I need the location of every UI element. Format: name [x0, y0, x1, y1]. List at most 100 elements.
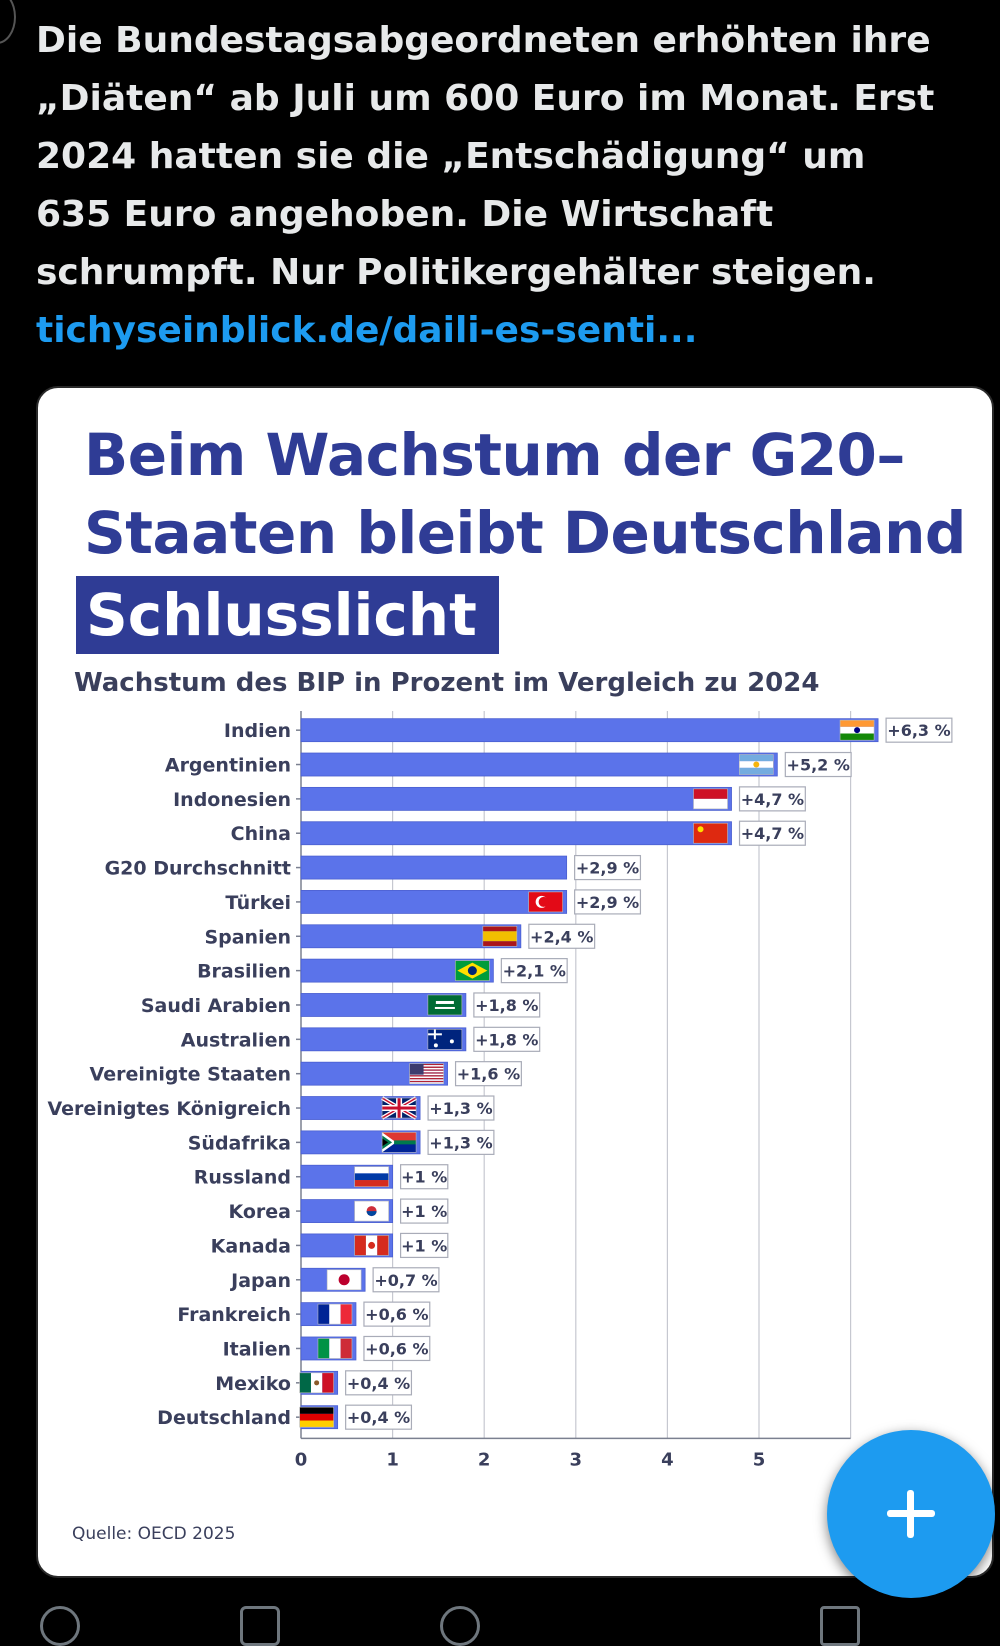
tweet-action-bar	[0, 1600, 1000, 1646]
flag-australia-icon	[427, 1029, 463, 1050]
chart-title: Beim Wachstum der G20– Staaten bleibt De…	[84, 416, 966, 572]
bar-chart: 0 1 2 3 4 5 Indien +6,3 % Argentinien +5,2 % Indon…	[48, 711, 953, 1470]
value-label: +0,4 %	[347, 1408, 410, 1427]
tweet-link[interactable]: tichyseinblick.de/daili-es-senti...	[36, 310, 698, 351]
value-label: +0,6 %	[365, 1305, 428, 1324]
category-label: Korea	[228, 1201, 291, 1223]
x-tick-label: 2	[478, 1449, 491, 1470]
value-label: +5,2 %	[787, 756, 850, 775]
value-label: +1 %	[401, 1236, 447, 1255]
chart-source: Quelle: OECD 2025	[72, 1524, 236, 1544]
bar	[300, 1027, 467, 1052]
bar	[300, 993, 467, 1017]
value-label-box	[885, 717, 953, 743]
bar	[300, 786, 732, 811]
value-label: +4,7 %	[741, 824, 804, 843]
value-label-box	[400, 1232, 449, 1259]
value-label: +6,3 %	[887, 721, 950, 740]
flag-japan-icon	[326, 1269, 362, 1291]
bookmark-icon[interactable]	[820, 1606, 860, 1646]
tweet-line: 2024 hatten sie die „Entschädigung“ um	[36, 136, 866, 177]
category-label: China	[231, 823, 291, 845]
flag-mexico-icon	[299, 1372, 334, 1394]
value-label: +1 %	[401, 1202, 447, 1221]
chart-title-line1: Beim Wachstum der G20–	[84, 421, 905, 489]
category-label: Spanien	[204, 926, 291, 948]
flag-indonesia-icon	[693, 788, 728, 810]
reply-icon[interactable]	[40, 1606, 80, 1646]
category-label: Kanada	[211, 1235, 291, 1257]
bar	[300, 924, 522, 949]
category-label: Australien	[181, 1029, 291, 1051]
value-label-box	[574, 889, 642, 915]
value-label: +1,3 %	[429, 1133, 492, 1152]
chart-subtitle: Wachstum des BIP in Prozent im Vergleich…	[74, 668, 820, 698]
category-label: Türkei	[225, 892, 291, 914]
flag-spain-icon	[482, 925, 518, 947]
retweet-icon[interactable]	[240, 1606, 280, 1646]
value-label-box	[427, 1095, 495, 1121]
flag-uk-icon	[381, 1096, 418, 1120]
category-label: Deutschland	[157, 1407, 291, 1429]
x-tick-label: 0	[295, 1449, 308, 1470]
tweet-line: „Diäten“ ab Juli um 600 Euro im Monat. E…	[36, 78, 935, 119]
avatar[interactable]	[0, 0, 16, 44]
category-label: Mexiko	[215, 1373, 291, 1395]
flag-italy-icon	[317, 1338, 353, 1359]
flag-argentina-icon	[739, 754, 774, 775]
value-label-box	[784, 751, 852, 778]
value-label: +1,6 %	[457, 1065, 520, 1084]
category-label: Vereinigtes Königreich	[48, 1098, 292, 1120]
value-label: +2,1 %	[503, 962, 566, 981]
value-label-box	[427, 1129, 495, 1155]
bar	[300, 718, 879, 743]
x-tick-label: 5	[753, 1449, 766, 1470]
category-label: Brasilien	[197, 961, 291, 983]
like-icon[interactable]	[440, 1606, 480, 1646]
bar	[300, 855, 568, 880]
flag-turkey-icon	[528, 891, 563, 913]
x-tick-label: 4	[661, 1449, 674, 1470]
value-label: +1 %	[401, 1168, 447, 1187]
value-label-box	[345, 1404, 413, 1430]
value-label-box	[372, 1267, 440, 1293]
value-label: +2,4 %	[530, 927, 593, 946]
value-label: +0,7 %	[374, 1271, 437, 1290]
value-label-box	[574, 854, 642, 881]
tweet-line: Die Bundestagsabgeordneten erhöhten ihre	[36, 20, 931, 61]
category-label: Russland	[194, 1167, 291, 1189]
value-label-box	[345, 1370, 413, 1396]
value-label-box	[454, 1061, 522, 1087]
category-label: Indonesien	[173, 789, 291, 811]
value-label-box	[738, 786, 806, 812]
flag-canada-icon	[354, 1235, 389, 1256]
value-label-box	[400, 1198, 449, 1224]
flag-southafrica-icon	[381, 1132, 417, 1153]
value-label: +1,8 %	[475, 996, 538, 1015]
value-label-box	[738, 820, 806, 846]
category-label: Saudi Arabien	[141, 995, 291, 1017]
value-label-box	[363, 1301, 431, 1327]
value-label-box	[363, 1335, 431, 1362]
flag-russia-icon	[354, 1166, 389, 1188]
flag-india-icon	[839, 719, 875, 741]
flag-usa-icon	[409, 1063, 444, 1084]
value-label-box	[473, 1026, 541, 1052]
category-label: Japan	[229, 1270, 291, 1292]
flag-china-icon	[693, 822, 728, 844]
chart-title-line2: Staaten bleibt Deutschland	[84, 499, 966, 567]
flag-germany-icon	[299, 1406, 334, 1428]
value-label: +1,8 %	[475, 1030, 538, 1049]
tweet-line: 635 Euro angehoben. Die Wirtschaft	[36, 194, 774, 235]
value-label-box	[500, 958, 568, 984]
compose-button[interactable]	[827, 1430, 995, 1598]
flag-saudi-icon	[427, 994, 463, 1016]
value-label: +0,4 %	[347, 1374, 410, 1393]
category-label: Argentinien	[165, 755, 291, 777]
tweet-line: schrumpft. Nur Politikergehälter steigen…	[36, 252, 876, 293]
media-card[interactable]: Beim Wachstum der G20– Staaten bleibt De…	[36, 386, 994, 1578]
bar	[300, 890, 568, 914]
category-label: Vereinigte Staaten	[90, 1064, 291, 1086]
value-label: +0,6 %	[365, 1339, 428, 1358]
category-label: G20 Durchschnitt	[105, 858, 291, 880]
